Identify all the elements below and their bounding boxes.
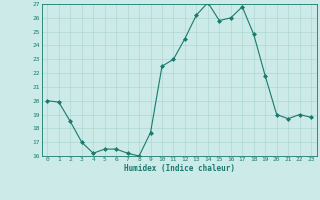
X-axis label: Humidex (Indice chaleur): Humidex (Indice chaleur) <box>124 164 235 173</box>
